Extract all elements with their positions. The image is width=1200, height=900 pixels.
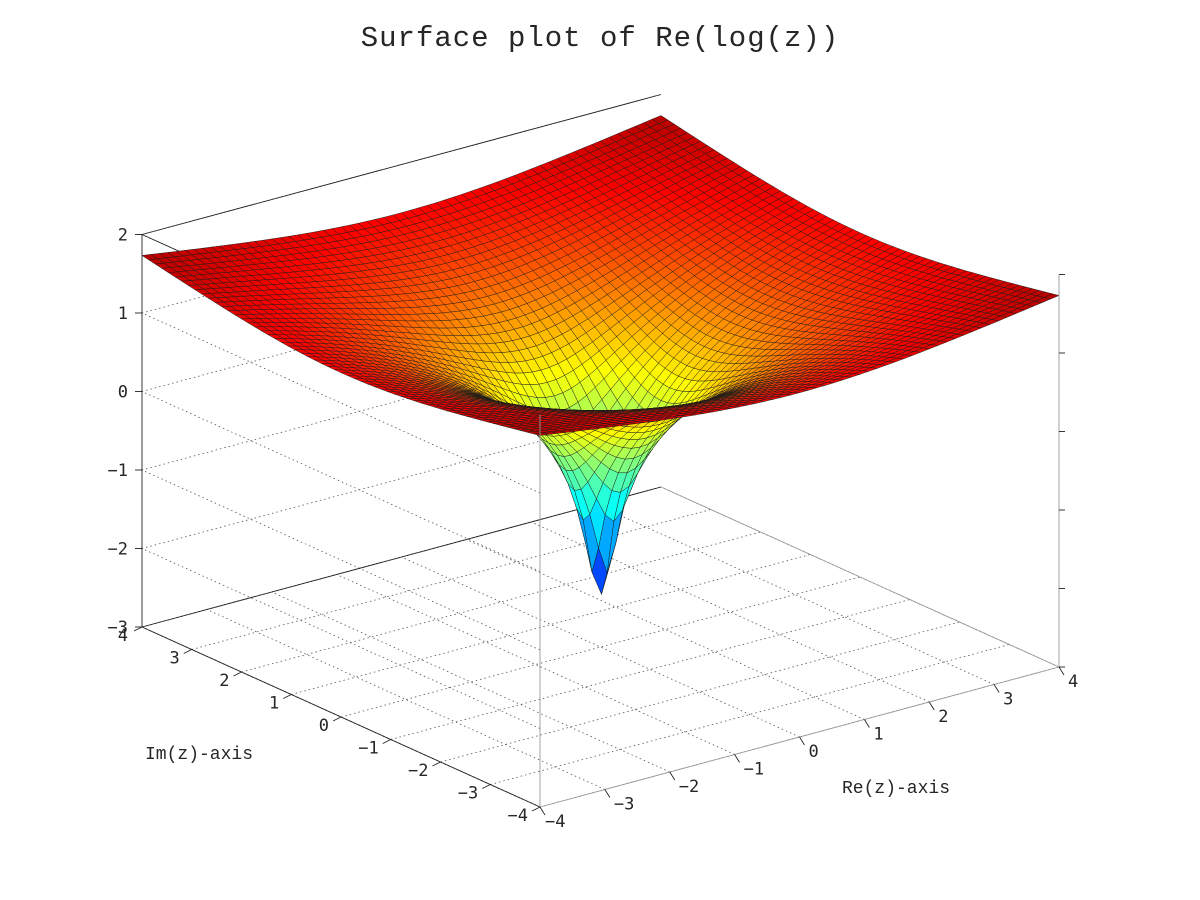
x-axis-label: Re(z)-axis (842, 779, 950, 799)
x-tick-mark (539, 806, 546, 816)
box-edge (660, 486, 1060, 668)
x-tick-label: −2 (679, 777, 699, 797)
x-tick-label: −4 (545, 812, 565, 832)
y-tick-label: 0 (319, 716, 329, 736)
z-tick-label: 1 (118, 304, 128, 324)
z-tick-label: −3 (108, 618, 128, 638)
y-tick-label: −3 (458, 784, 478, 804)
y-tick-mark (382, 739, 391, 744)
floor-gridline (191, 509, 711, 650)
x-tick-label: −3 (614, 795, 634, 815)
x-tick-label: −1 (744, 760, 764, 780)
floor-gridline (271, 591, 670, 773)
x-tick-mark (604, 789, 611, 798)
x-tick-mark (863, 719, 870, 728)
y-tick-label: 1 (269, 694, 279, 714)
x-tick-mark (928, 701, 935, 711)
y-tick-label: −1 (358, 739, 378, 759)
y-tick-mark (482, 784, 491, 789)
y-tick-mark (332, 716, 342, 722)
x-tick-mark (1058, 666, 1065, 676)
y-tick-label: −2 (408, 761, 428, 781)
x-tick-mark (734, 754, 741, 763)
floor-gridline (241, 531, 761, 673)
floor-gridline (401, 556, 800, 738)
x-tick-label: 3 (1003, 690, 1013, 710)
x-tick-mark (993, 684, 1000, 693)
y-tick-mark (183, 649, 192, 654)
surface-patch (533, 432, 549, 436)
x-tick-label: 0 (809, 742, 819, 762)
floor-gridline (340, 576, 861, 718)
z-tick-label: 0 (118, 383, 128, 403)
floor-gridline (291, 554, 811, 695)
y-tick-label: 2 (219, 671, 229, 691)
floor-gridline (390, 599, 910, 740)
box-edge (141, 94, 662, 235)
chart-title: Surface plot of Re(log(z)) (360, 22, 840, 55)
z-tick-label: −2 (108, 540, 128, 560)
y-tick-mark (432, 761, 441, 767)
floor-gridline (336, 574, 735, 755)
x-tick-mark (669, 771, 676, 781)
y-tick-label: 3 (170, 649, 180, 669)
y-tick-mark (133, 626, 143, 632)
x-tick-label: 4 (1068, 672, 1078, 692)
x-tick-label: 2 (938, 707, 948, 727)
floor-gridline (206, 609, 606, 790)
y-tick-label: 4 (118, 626, 128, 646)
floor-gridline (466, 539, 865, 720)
x-tick-mark (799, 736, 805, 746)
y-tick-label: −4 (508, 806, 528, 826)
box-edge (141, 486, 662, 628)
x-tick-label: 1 (873, 725, 883, 745)
z-tick-label: −1 (108, 461, 128, 481)
y-tick-mark (531, 806, 541, 812)
surface-mesh (141, 115, 1060, 596)
y-axis-label: Im(z)-axis (145, 745, 253, 765)
floor-gridline (595, 504, 995, 685)
z-tick-label: 2 (118, 226, 128, 246)
y-tick-mark (233, 671, 242, 677)
y-tick-mark (283, 694, 292, 699)
floor-gridline (531, 521, 930, 703)
